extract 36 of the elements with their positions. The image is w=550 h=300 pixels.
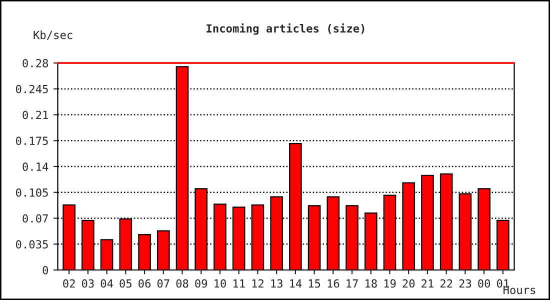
x-tick-label: 06 (138, 279, 150, 288)
y-tick-label: 0.105 (16, 188, 48, 197)
x-tick-label: 12 (252, 279, 264, 288)
chart-title: Incoming articles (size) (206, 23, 364, 35)
x-tick-label: 20 (402, 279, 415, 288)
y-axis-title: Kb/sec (34, 30, 72, 40)
x-tick-label: 14 (290, 279, 302, 288)
y-tick-label: 0.28 (22, 59, 48, 68)
x-tick-label: 19 (384, 279, 396, 288)
x-tick-label: 01 (496, 279, 509, 288)
y-tick-label: 0.14 (22, 162, 48, 171)
x-tick-label: 05 (120, 279, 132, 288)
x-tick-label: 16 (328, 279, 340, 288)
x-tick-label: 08 (176, 279, 188, 288)
y-tick-label: 0 (42, 266, 48, 274)
x-tick-label: 18 (366, 279, 377, 288)
x-tick-label: 23 (459, 279, 472, 288)
x-tick-label: 22 (440, 279, 452, 288)
x-tick-label: 09 (195, 279, 208, 288)
x-tick-label: 03 (82, 279, 94, 288)
y-tick-label: 0.21 (22, 110, 48, 120)
x-tick-label: 13 (271, 279, 282, 288)
x-tick-label: 21 (422, 279, 434, 288)
y-tick-label: 0.245 (16, 84, 48, 94)
y-tick-label: 0.07 (22, 214, 48, 223)
x-tick-label: 10 (214, 279, 226, 288)
x-tick-label: 07 (157, 279, 170, 288)
x-tick-label: 17 (346, 279, 358, 288)
x-tick-label: 15 (308, 279, 320, 288)
x-tick-label: 02 (63, 279, 75, 288)
y-tick-label: 0.175 (16, 136, 48, 146)
x-tick-label: 00 (478, 279, 490, 288)
x-tick-label: 11 (233, 279, 245, 288)
y-tick-label: 0.035 (16, 240, 48, 249)
x-tick-label: 04 (100, 279, 113, 288)
x-axis-title: Hours (504, 286, 536, 294)
